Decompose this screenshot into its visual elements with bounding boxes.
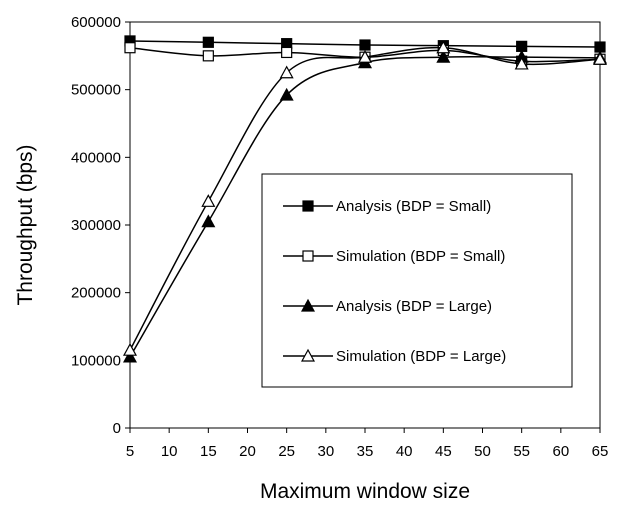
data-point — [516, 40, 528, 52]
x-axis-title: Maximum window size — [260, 480, 470, 503]
y-tick-label: 500000 — [71, 82, 121, 99]
y-tick-label: 300000 — [71, 217, 121, 234]
legend-entry: Analysis (BDP = Large) — [283, 298, 492, 315]
x-tick-label: 60 — [552, 443, 569, 460]
data-point — [592, 51, 608, 65]
data-point — [202, 36, 214, 48]
legend-label: Simulation (BDP = Large) — [336, 348, 506, 365]
series-line — [129, 46, 601, 351]
y-tick-label: 200000 — [71, 285, 121, 302]
data-point — [279, 65, 294, 79]
legend-marker — [302, 200, 314, 212]
x-tick-label: 55 — [513, 443, 530, 460]
data-point — [436, 40, 451, 54]
legend-box — [261, 173, 573, 388]
x-tick-label: 65 — [592, 443, 609, 460]
x-tick-label: 25 — [278, 443, 295, 460]
x-axis: 5 10 15 20 25 30 35 40 45 50 55 60 65 — [126, 428, 609, 460]
data-point — [279, 87, 294, 101]
legend-entry: Analysis (BDP = Small) — [283, 198, 491, 215]
legend-label: Analysis (BDP = Large) — [336, 298, 492, 315]
data-point — [514, 56, 529, 70]
x-tick-label: 40 — [396, 443, 413, 460]
data-point — [594, 41, 606, 53]
data-point — [357, 49, 373, 63]
y-tick-label: 600000 — [71, 14, 121, 31]
data-point — [436, 49, 451, 63]
legend-entry: Simulation (BDP = Small) — [283, 248, 505, 265]
x-tick-label: 15 — [200, 443, 217, 460]
x-tick-label: 35 — [357, 443, 374, 460]
data-point — [202, 50, 214, 62]
data-point — [281, 46, 293, 59]
legend-label: Simulation (BDP = Small) — [336, 248, 505, 265]
series-layer — [122, 35, 608, 363]
x-tick-label: 30 — [317, 443, 334, 460]
x-tick-label: 10 — [161, 443, 178, 460]
y-tick-label: 100000 — [71, 352, 121, 369]
data-point — [201, 214, 216, 228]
x-tick-label: 50 — [474, 443, 491, 460]
data-point — [122, 342, 138, 356]
legend-entry: Simulation (BDP = Large) — [283, 348, 506, 365]
legend-marker — [300, 348, 316, 362]
series-4 — [122, 40, 608, 356]
legend-label: Analysis (BDP = Small) — [336, 198, 491, 215]
x-tick-label: 45 — [435, 443, 452, 460]
legend-marker — [302, 250, 314, 262]
legend-marker — [300, 298, 316, 312]
x-tick-label: 20 — [239, 443, 256, 460]
x-tick-label: 5 — [126, 443, 134, 460]
y-axis: 0 100000 200000 300000 400000 500000 600000 — [71, 14, 130, 437]
y-tick-label: 0 — [113, 420, 121, 437]
y-tick-label: 400000 — [71, 149, 121, 166]
data-point — [122, 349, 138, 363]
series-line — [129, 56, 601, 358]
data-point — [124, 42, 136, 54]
data-point — [359, 39, 371, 51]
data-point — [201, 194, 216, 207]
y-axis-title: Throughput (bps) — [14, 144, 37, 305]
legend: Analysis (BDP = Small) Simulation (BDP = … — [261, 173, 573, 388]
